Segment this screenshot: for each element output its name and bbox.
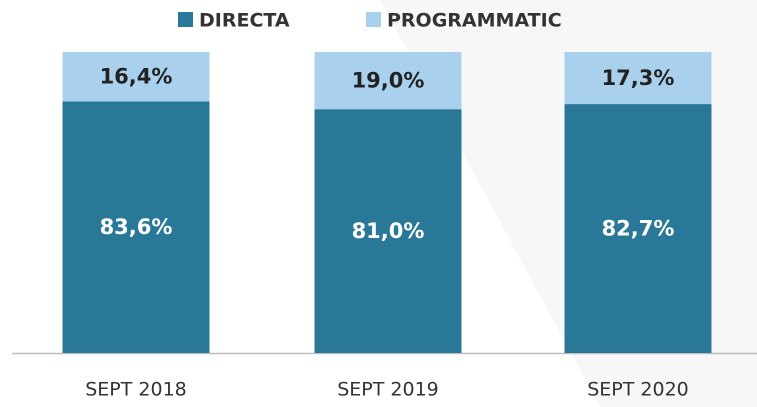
- legend-swatch: [178, 12, 193, 27]
- legend-label: PROGRAMMATIC: [387, 10, 562, 32]
- value-label: 16,4%: [100, 65, 173, 89]
- bar-segment: [62, 52, 210, 102]
- legend-label: DIRECTA: [199, 10, 290, 32]
- legend-swatch: [366, 12, 381, 27]
- value-label: 82,7%: [602, 217, 675, 241]
- value-label: 83,6%: [100, 215, 173, 239]
- x-tick-label: SEPT 2020: [587, 379, 689, 401]
- x-tick-label: SEPT 2019: [337, 379, 439, 401]
- bar-segment: [564, 52, 712, 105]
- bar-segment: [62, 101, 210, 353]
- x-tick-label: SEPT 2018: [85, 379, 187, 401]
- value-label: 81,0%: [352, 219, 425, 243]
- bar-segment: [314, 52, 462, 110]
- value-label: 19,0%: [352, 69, 425, 93]
- value-label: 17,3%: [602, 66, 675, 90]
- bar-segment: [564, 104, 712, 353]
- bar-segment: [314, 109, 462, 353]
